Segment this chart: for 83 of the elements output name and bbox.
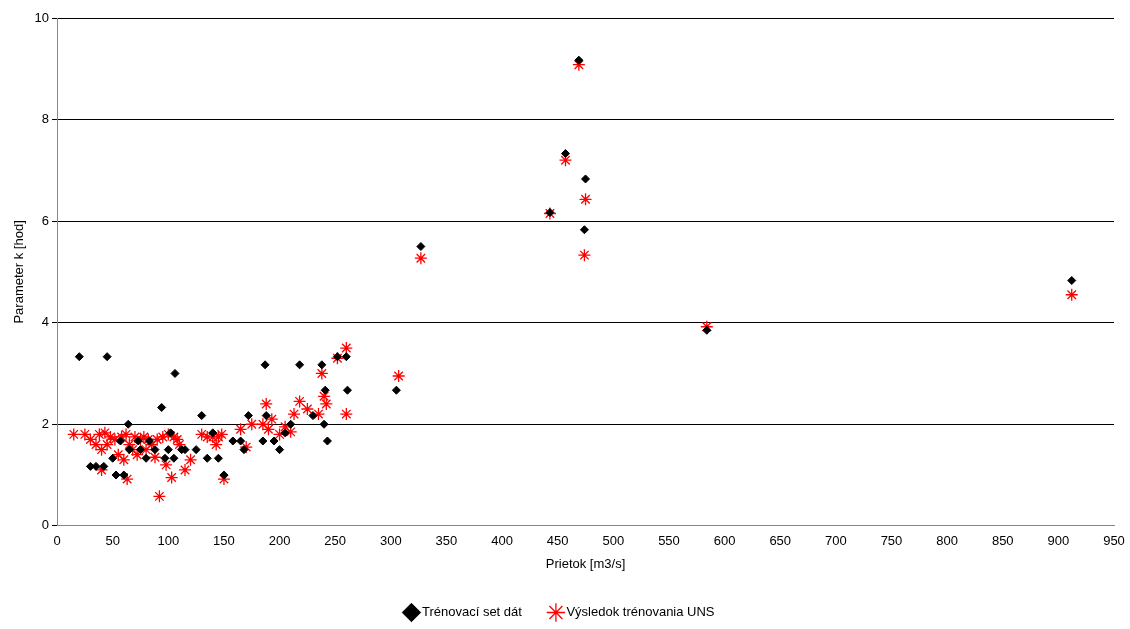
point	[166, 428, 176, 438]
point	[208, 428, 218, 438]
x-tick-label: 250	[324, 533, 347, 549]
point	[74, 352, 84, 362]
point	[260, 360, 270, 370]
point	[102, 352, 112, 362]
point	[269, 436, 279, 446]
legend-label: Trénovací set dát	[421, 604, 523, 620]
point	[261, 411, 271, 421]
x-tick-label: 150	[213, 533, 235, 549]
x-tick-label: 650	[769, 533, 792, 549]
x-axis-title: Prietok [m3/s]	[545, 555, 626, 571]
point	[258, 436, 268, 446]
point	[108, 453, 118, 463]
point	[228, 436, 238, 446]
x-tick-label: 50	[105, 533, 120, 549]
point	[1067, 276, 1077, 286]
x-tick-label: 750	[880, 533, 903, 549]
x-tick-label: 800	[936, 533, 958, 549]
y-tick-label: 10	[34, 9, 50, 25]
point	[319, 419, 329, 429]
point	[163, 445, 173, 455]
point	[191, 445, 201, 455]
x-tick-label: 400	[491, 533, 513, 549]
point	[342, 385, 352, 395]
x-tick-label: 0	[53, 533, 61, 549]
point	[295, 360, 305, 370]
point	[141, 453, 151, 463]
point	[219, 470, 229, 480]
point	[341, 352, 351, 362]
point	[702, 325, 712, 335]
x-tick-label: 450	[546, 533, 569, 549]
point	[115, 436, 125, 446]
point	[574, 55, 584, 65]
point	[275, 445, 285, 455]
point	[320, 385, 330, 395]
y-tick-label: 8	[41, 111, 50, 127]
point	[391, 385, 401, 395]
point	[133, 436, 143, 446]
x-tick-label: 700	[825, 533, 847, 549]
y-axis-title: Parameter k [hod]	[11, 220, 27, 324]
y-tick-label: 0	[41, 517, 50, 533]
x-tick-label: 350	[435, 533, 458, 549]
point	[545, 207, 555, 217]
point	[99, 461, 109, 471]
x-tick-label: 600	[713, 533, 736, 549]
point	[308, 411, 318, 421]
x-tick-label: 950	[1103, 533, 1125, 549]
point	[322, 436, 332, 446]
point	[213, 453, 223, 463]
point	[581, 174, 591, 184]
x-tick-label: 200	[268, 533, 291, 549]
point	[119, 470, 129, 480]
point	[202, 453, 212, 463]
x-tick-label: 500	[602, 533, 625, 549]
point	[243, 411, 253, 421]
y-tick-label: 6	[41, 212, 50, 228]
point	[286, 419, 296, 429]
point	[170, 368, 180, 378]
x-tick-label: 300	[379, 533, 402, 549]
point	[144, 436, 154, 446]
point	[236, 436, 246, 446]
point	[123, 419, 133, 429]
point	[561, 149, 570, 159]
point	[416, 242, 426, 252]
point	[150, 445, 160, 455]
point	[136, 445, 145, 455]
point	[160, 453, 170, 463]
point	[239, 445, 249, 455]
point	[169, 453, 179, 463]
y-tick-label: 2	[41, 415, 50, 431]
point	[317, 360, 327, 370]
point	[579, 225, 589, 235]
x-tick-label: 900	[1047, 533, 1070, 549]
point	[280, 428, 290, 438]
x-tick-label: 550	[658, 533, 680, 549]
point	[124, 445, 134, 455]
point	[157, 402, 167, 412]
point	[197, 411, 207, 421]
y-tick-label: 4	[41, 314, 50, 330]
x-tick-label: 100	[157, 533, 180, 549]
legend-label: Výsledok trénovania UNS	[566, 604, 715, 620]
x-tick-label: 850	[991, 533, 1014, 549]
